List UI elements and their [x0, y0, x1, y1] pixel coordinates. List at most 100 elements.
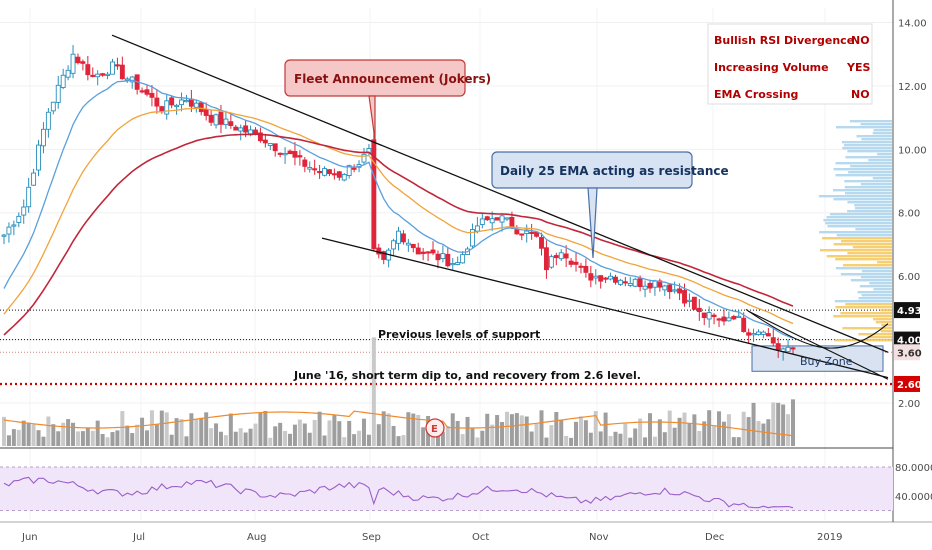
- volume-profile-bar: [873, 288, 892, 291]
- volume-bar: [544, 437, 549, 446]
- candle-body: [184, 100, 189, 103]
- x-tick-label: Jul: [132, 532, 145, 543]
- candle-body: [114, 64, 120, 67]
- volume-profile-bar: [858, 297, 892, 300]
- volume-bars: [2, 337, 795, 446]
- volume-bar: [258, 412, 263, 446]
- volume-bar: [342, 437, 347, 446]
- candle-body: [751, 333, 756, 336]
- volume-bar: [36, 430, 41, 446]
- volume-bar: [238, 428, 243, 446]
- volume-bar: [130, 433, 135, 446]
- ema-fast-line: [3, 79, 794, 339]
- volume-bar: [416, 414, 421, 446]
- volume-bar: [687, 422, 692, 446]
- volume-bar: [41, 436, 46, 446]
- volume-profile-bar: [847, 252, 892, 255]
- candle-body: [297, 155, 303, 158]
- volume-bar: [470, 428, 475, 446]
- x-tick-label: Jun: [21, 532, 38, 543]
- volume-profile-bar: [880, 309, 892, 312]
- june-label: June '16, short term dip to, and recover…: [293, 369, 641, 382]
- candle-body: [598, 275, 604, 282]
- volume-bar: [253, 423, 258, 446]
- ema-mid-line: [3, 107, 794, 325]
- candle-body: [110, 61, 115, 75]
- volume-bar: [95, 420, 100, 446]
- volume-profile-bar: [825, 222, 892, 225]
- candle-body: [228, 121, 234, 127]
- volume-bar: [702, 421, 707, 446]
- candle-body: [445, 253, 451, 267]
- volume-bar: [662, 432, 667, 446]
- volume-bar: [292, 424, 297, 446]
- curve-line: [745, 309, 889, 349]
- volume-profile-bar: [843, 144, 892, 147]
- x-tick-label: Nov: [589, 532, 609, 543]
- volume-profile-bar: [822, 237, 892, 240]
- candle-body: [36, 144, 41, 171]
- candle-body: [55, 84, 61, 103]
- candle-body: [124, 78, 130, 81]
- volume-bar: [56, 431, 61, 446]
- candle-body: [622, 281, 628, 284]
- volume-profile: [818, 120, 892, 342]
- volume-profile-bar: [843, 264, 892, 267]
- volume-bar: [140, 417, 145, 446]
- signal-value-volume: YES: [846, 61, 870, 74]
- volume-bar: [327, 420, 332, 446]
- volume-bar: [455, 420, 460, 446]
- volume-bar: [283, 431, 288, 446]
- earnings-icon[interactable]: [425, 418, 445, 438]
- volume-bar: [307, 432, 312, 446]
- volume-bar: [218, 431, 223, 446]
- volume-bar: [115, 430, 120, 446]
- volume-bar: [75, 431, 80, 446]
- candle-body: [105, 73, 111, 76]
- volume-profile-bar: [854, 207, 892, 210]
- volume-profile-bar: [845, 156, 892, 159]
- volume-bar: [633, 428, 638, 446]
- volume-bar: [21, 420, 26, 446]
- volume-bar: [16, 429, 21, 446]
- candle-body: [726, 317, 732, 322]
- volume-bar: [726, 414, 731, 446]
- candle-body: [331, 173, 337, 176]
- volume-bar: [223, 435, 228, 446]
- rsi-tick-label: 40.0000: [895, 492, 932, 503]
- volume-profile-bar: [847, 201, 892, 204]
- candle-body: [381, 251, 387, 260]
- volume-bar: [204, 412, 209, 446]
- candle-body: [450, 262, 456, 266]
- candle-body: [400, 233, 406, 243]
- volume-bar: [214, 423, 219, 446]
- volume-profile-bar: [860, 123, 892, 126]
- signal-value-ema: NO: [851, 88, 870, 101]
- volume-bar: [248, 428, 253, 446]
- volume-bar: [317, 411, 322, 446]
- candle-body: [519, 233, 525, 236]
- buy-zone-label: Buy Zone: [800, 355, 853, 368]
- candle-body: [45, 111, 51, 130]
- volume-bar: [707, 410, 712, 446]
- candle-body: [292, 151, 298, 158]
- candle-body: [100, 73, 106, 76]
- candle-body: [667, 284, 673, 293]
- volume-bar: [717, 411, 722, 446]
- candle-body: [696, 307, 702, 313]
- volume-profile-bar: [852, 246, 892, 249]
- candle-body: [514, 229, 520, 235]
- volume-bar: [381, 411, 386, 446]
- candle-body: [336, 171, 342, 178]
- candle-body: [706, 312, 712, 320]
- volume-profile-bar: [840, 312, 892, 315]
- volume-profile-bar: [873, 318, 892, 321]
- volume-bar: [406, 412, 411, 446]
- volume-bar: [529, 431, 534, 446]
- candle-body: [80, 61, 86, 64]
- volume-profile-bar: [844, 180, 892, 183]
- volume-profile-bar: [873, 129, 892, 132]
- candle-body: [341, 173, 347, 181]
- candle-body: [396, 230, 401, 244]
